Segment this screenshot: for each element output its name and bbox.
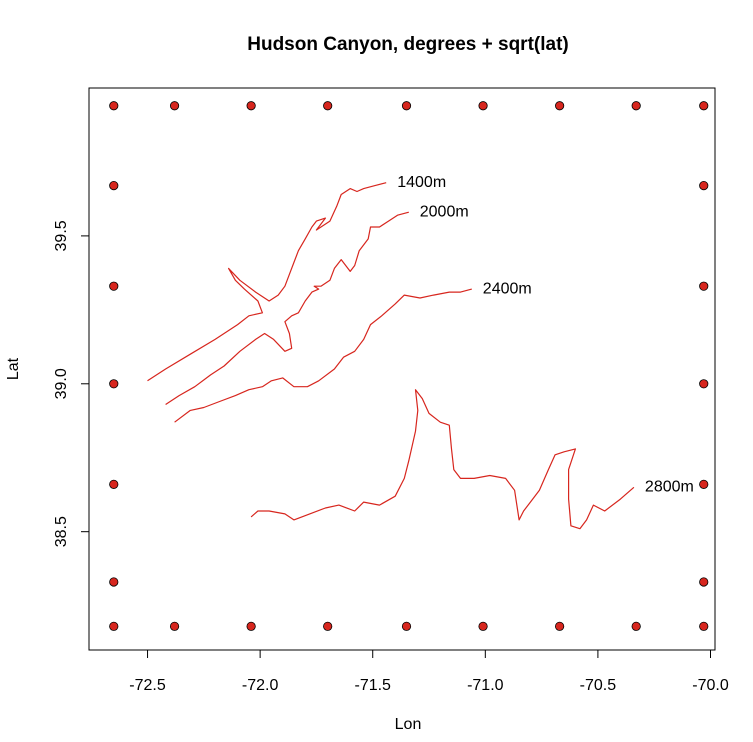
plot-box <box>88 87 716 651</box>
point <box>699 281 709 291</box>
point <box>169 621 180 631</box>
point <box>699 379 709 389</box>
point <box>109 379 119 389</box>
point <box>323 621 333 631</box>
point <box>401 621 412 631</box>
x-tick-label: -71.5 <box>354 677 391 694</box>
x-tick-label: -70.5 <box>580 677 617 694</box>
point <box>246 621 256 631</box>
point <box>699 101 709 111</box>
point <box>699 577 709 587</box>
x-tick-label: -72.0 <box>242 677 279 694</box>
point <box>699 181 709 191</box>
x-tick-label: -71.0 <box>467 677 504 694</box>
contour-label: 2400m <box>483 280 532 297</box>
point <box>401 101 412 111</box>
point <box>109 621 119 631</box>
point <box>478 101 488 111</box>
x-tick-label: -70.0 <box>692 677 729 694</box>
y-tick-label: 38.5 <box>53 516 70 547</box>
point <box>246 101 256 111</box>
point <box>109 577 119 587</box>
point <box>478 621 488 631</box>
contour-line <box>165 211 409 406</box>
contour-line <box>174 288 472 423</box>
x-tick-label: -72.5 <box>129 677 166 694</box>
point <box>555 101 565 111</box>
point <box>109 281 119 291</box>
point <box>169 101 180 111</box>
x-axis-label: Lon <box>395 716 422 733</box>
point <box>109 479 119 489</box>
contour-label: 1400m <box>397 174 446 191</box>
point <box>555 621 565 631</box>
y-axis-label: Lat <box>5 357 22 380</box>
point <box>109 101 119 111</box>
point <box>631 621 641 631</box>
y-tick-label: 39.0 <box>53 368 70 399</box>
contour-label: 2800m <box>645 479 694 496</box>
contour-label: 2000m <box>420 203 469 220</box>
point <box>323 101 333 111</box>
point <box>699 479 709 489</box>
point <box>109 181 119 191</box>
contour-line <box>250 389 635 530</box>
chart-title: Hudson Canyon, degrees + sqrt(lat) <box>247 34 568 55</box>
point <box>631 101 641 111</box>
point <box>699 621 709 631</box>
contour-line <box>147 182 387 382</box>
y-tick-label: 39.5 <box>53 220 70 251</box>
